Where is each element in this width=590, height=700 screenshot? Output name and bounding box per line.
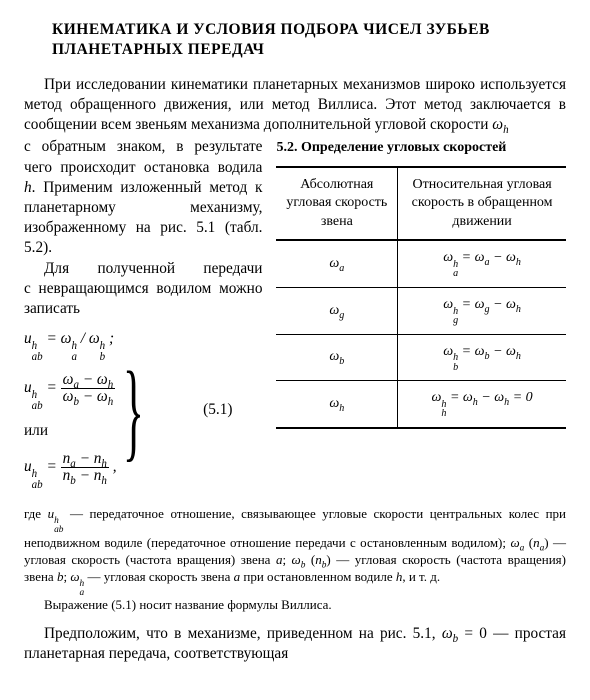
- table-cell-rel: ωha = ωa − ωh: [398, 240, 566, 287]
- final-paragraph: Предположим, что в механизме, приведенно…: [24, 624, 566, 664]
- equation-3: uhab = na − nhnb − nh ,: [24, 451, 117, 490]
- right-column: 5.2. Определение угловых скоростей Абсол…: [276, 137, 566, 429]
- section-title: КИНЕМАТИКА И УСЛОВИЯ ПОДБОРА ЧИСЕЛ ЗУБЬЕ…: [24, 20, 566, 61]
- table-cell-rel: ωhb = ωb − ωh: [398, 334, 566, 381]
- table-cell-abs: ωh: [276, 381, 397, 428]
- table-caption: 5.2. Определение угловых скоростей: [276, 139, 566, 157]
- table-cell-abs: ωa: [276, 240, 397, 287]
- left-para-2: Для полученной передачи с невращающимся …: [24, 259, 262, 320]
- table-row: ωbωhb = ωb − ωh: [276, 334, 566, 381]
- table-cell-abs: ωg: [276, 288, 397, 335]
- left-column: с обратным знаком, в результате чего про…: [24, 137, 262, 496]
- equation-number: (5.1): [203, 400, 262, 420]
- equation-stack: uhab = ωha / ωhb ; uhab = ωa − ωhωb − ωh…: [24, 329, 117, 490]
- table-row: ωaωha = ωa − ωh: [276, 240, 566, 287]
- two-column-wrap: с обратным знаком, в результате чего про…: [24, 137, 566, 496]
- intro-paragraph: При исследовании кинематики планетарных …: [24, 75, 566, 136]
- table-head-1: Абсолютная угловая скорость звена: [276, 167, 397, 240]
- left-para-1: с обратным знаком, в результате чего про…: [24, 137, 262, 258]
- or-word: или: [24, 421, 117, 441]
- where-description: где uhab — передаточное отношение, связы…: [24, 506, 566, 614]
- table-head-2: Относительная угловая скорость в обращен…: [398, 167, 566, 240]
- equation-block: uhab = ωha / ωhb ; uhab = ωa − ωhωb − ωh…: [24, 329, 262, 490]
- table-cell-abs: ωb: [276, 334, 397, 381]
- table-cell-rel: ωhh = ωh − ωh = 0: [398, 381, 566, 428]
- table-row: ωhωhh = ωh − ωh = 0: [276, 381, 566, 428]
- equation-2: uhab = ωa − ωhωb − ωh: [24, 372, 117, 411]
- angular-velocity-table: Абсолютная угловая скорость звена Относи…: [276, 166, 566, 429]
- equation-1: uhab = ωha / ωhb ;: [24, 329, 117, 362]
- table-row: ωgωhg = ωg − ωh: [276, 288, 566, 335]
- brace-icon: }: [122, 366, 143, 454]
- willis-formula-note: Выражение (5.1) носит название формулы В…: [24, 597, 566, 614]
- table-body: ωaωha = ωa − ωhωgωhg = ωg − ωhωbωhb = ωb…: [276, 240, 566, 428]
- table-cell-rel: ωhg = ωg − ωh: [398, 288, 566, 335]
